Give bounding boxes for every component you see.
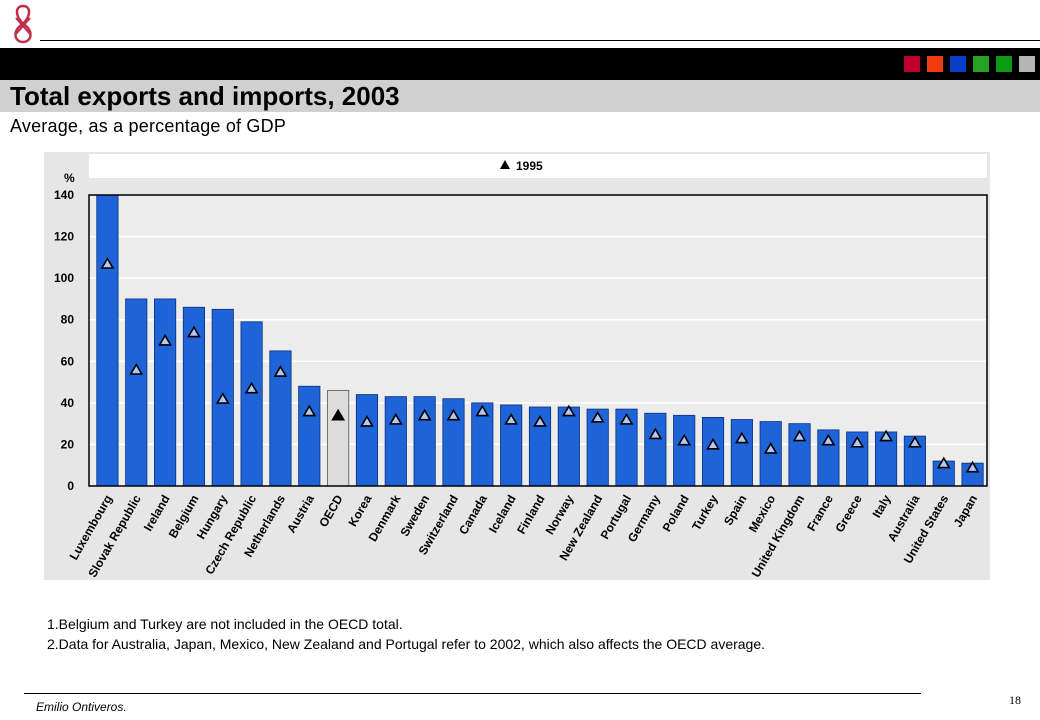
- footnotes: 1.Belgium and Turkey are not included in…: [47, 614, 765, 654]
- bar: [154, 298, 177, 487]
- x-tick-label: Korea: [345, 492, 374, 529]
- page-subtitle: Average, as a percentage of GDP: [10, 116, 287, 136]
- marker-1995: [446, 408, 461, 421]
- plot-frame: [88, 194, 988, 487]
- x-tick-label: Spain: [721, 493, 749, 528]
- marker-1995: [187, 325, 201, 338]
- x-tick-label: United Kingdom: [749, 493, 807, 580]
- bar: [644, 412, 667, 487]
- marker-1995: [273, 365, 288, 377]
- accent-square: [950, 56, 966, 72]
- accent-square: [904, 56, 920, 72]
- accent-square: [927, 56, 943, 72]
- y-tick-label: 100: [54, 271, 74, 285]
- x-tick-label: Japan: [951, 493, 980, 530]
- marker-1995: [936, 456, 951, 469]
- x-tick-label: France: [804, 492, 836, 533]
- marker-1995: [360, 415, 374, 427]
- marker-1995: [677, 433, 692, 446]
- top-rule: [40, 40, 1040, 41]
- marker-1995: [706, 437, 720, 450]
- logo-icon: [14, 4, 32, 44]
- marker-1995: [129, 363, 144, 375]
- marker-1995: [908, 435, 922, 448]
- bar: [557, 406, 580, 487]
- x-tick-label: Poland: [660, 493, 692, 535]
- marker-1995: [734, 431, 749, 444]
- marker-1995: [879, 429, 893, 442]
- marker-1995: [244, 381, 259, 394]
- bar: [730, 419, 753, 487]
- y-axis-unit: %: [64, 171, 75, 185]
- accent-square: [973, 56, 989, 72]
- footnote-1: 1.Belgium and Turkey are not included in…: [47, 616, 403, 632]
- marker-1995: [763, 442, 778, 454]
- header-band: [0, 48, 1040, 80]
- marker-1995: [504, 412, 519, 425]
- marker-1995: [215, 392, 230, 404]
- x-tick-label: Turkey: [689, 492, 721, 533]
- x-tick-label: Austria: [284, 492, 317, 535]
- legend-label: 1995: [516, 159, 543, 173]
- bar: [125, 298, 148, 487]
- page-number: 18: [1009, 693, 1021, 707]
- bar: [384, 396, 407, 487]
- bar: [240, 321, 263, 487]
- bar: [298, 385, 321, 487]
- marker-1995: [533, 415, 547, 427]
- legend-box: [89, 154, 987, 178]
- x-tick-label: Italy: [870, 492, 894, 520]
- y-tick-label: 20: [61, 437, 75, 451]
- marker-1995: [158, 333, 172, 346]
- bar-oecd: [327, 389, 350, 487]
- page-title: Total exports and imports, 2003: [10, 81, 400, 111]
- y-tick-label: 80: [61, 313, 75, 327]
- marker-1995: [475, 404, 490, 417]
- x-tick-label: OECD: [316, 492, 346, 529]
- bar: [701, 417, 725, 487]
- legend-marker: [500, 160, 510, 169]
- x-tick-label: Canada: [456, 492, 490, 537]
- marker-1995: [388, 412, 403, 425]
- marker-1995: [590, 410, 605, 423]
- marker-1995: [302, 404, 317, 417]
- author-name: Emilio Ontiveros.: [36, 700, 127, 714]
- marker-1995: [331, 408, 346, 421]
- y-tick-label: 40: [61, 396, 75, 410]
- y-tick-label: 0: [67, 479, 74, 493]
- marker-1995: [561, 404, 576, 417]
- marker-1995: [648, 427, 663, 440]
- x-tick-label: Greece: [832, 492, 865, 535]
- footer-rule: [24, 693, 921, 694]
- bar: [355, 394, 379, 487]
- marker-1995: [850, 435, 865, 448]
- marker-1995: [792, 429, 807, 442]
- marker-1995: [965, 460, 980, 473]
- bar: [96, 194, 119, 487]
- footnote-2: 2.Data for Australia, Japan, Mexico, New…: [47, 636, 766, 652]
- x-tick-label: Ireland: [141, 493, 173, 534]
- marker-1995: [619, 412, 634, 425]
- marker-1995: [100, 257, 115, 269]
- y-tick-label: 120: [54, 230, 74, 244]
- marker-1995: [821, 433, 836, 446]
- marker-1995: [417, 408, 432, 421]
- bar: [673, 414, 696, 487]
- x-tick-label: Slovak Republic: [85, 492, 144, 580]
- y-tick-label: 140: [54, 188, 74, 202]
- title-band: [0, 80, 1040, 112]
- y-tick-label: 60: [61, 354, 75, 368]
- accent-square: [1019, 56, 1035, 72]
- accent-square: [996, 56, 1012, 72]
